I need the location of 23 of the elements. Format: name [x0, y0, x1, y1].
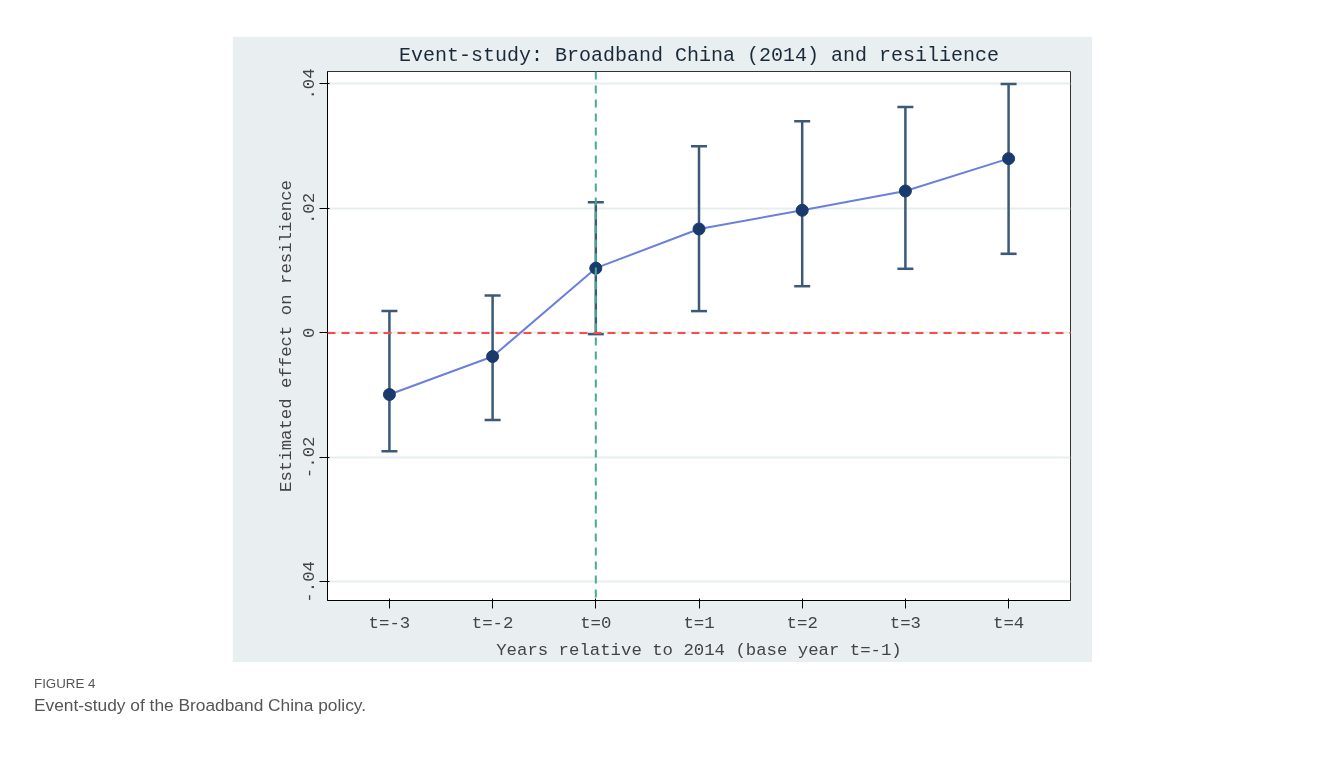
- y-axis-title: Estimated effect on resilience: [276, 180, 296, 492]
- x-tick-label: t=0: [580, 613, 612, 633]
- y-tick-label: .02: [300, 192, 320, 225]
- y-tick-label: -.04: [300, 561, 320, 603]
- x-tick-label: t=1: [683, 613, 715, 633]
- x-tick-label: t=2: [786, 613, 818, 633]
- x-tick-label: t=-3: [368, 613, 411, 633]
- point: [692, 222, 706, 236]
- chart-title: Event-study: Broadband China (2014) and resilience: [398, 43, 1000, 67]
- x-tick-label: t=4: [992, 613, 1025, 633]
- point: [486, 350, 500, 364]
- y-tick-label: -.02: [300, 436, 320, 479]
- y-tick-label: 0: [300, 327, 320, 339]
- caption: FIGURE 4: [34, 675, 97, 693]
- point: [795, 203, 809, 217]
- x-tick-label: t=3: [889, 613, 921, 633]
- text: Event-study of the Broadband China policy.: [34, 694, 367, 718]
- point: [1002, 152, 1016, 166]
- point: [898, 184, 912, 198]
- y-tick-label: .04: [300, 68, 320, 100]
- x-axis-title: Years relative to 2014 (base year t=-1): [496, 640, 902, 660]
- point: [382, 388, 396, 401]
- x-tick-label: t=-2: [471, 613, 514, 633]
